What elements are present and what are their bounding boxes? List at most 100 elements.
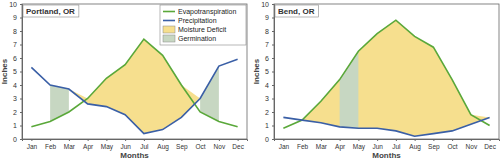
x-tick-label: Apr (335, 143, 346, 151)
x-tick-label: Jul (140, 143, 149, 150)
x-tick-mark (88, 139, 89, 141)
y-tick-mark (272, 4, 274, 5)
y-tick-mark (272, 18, 274, 19)
legend-label: Germination (178, 35, 216, 42)
x-tick-label: Jul (392, 143, 401, 150)
x-axis-line (23, 140, 248, 142)
x-tick-label: Jun (372, 143, 383, 150)
y-tick-label: 1 (265, 122, 269, 129)
x-tick-mark (321, 139, 322, 141)
y-tick-mark (20, 4, 22, 5)
y-tick: 8 (265, 28, 274, 35)
x-axis: JanFebMarAprMayJunJulAugSepOctNovDec (23, 139, 248, 151)
y-tick-mark (20, 72, 22, 73)
y-tick-mark (272, 31, 274, 32)
y-tick-label: 5 (265, 68, 269, 75)
x-tick-label: May (353, 143, 366, 151)
series-line (31, 59, 237, 133)
y-axis: 012345678910 (9, 1, 22, 143)
x-tick: Aug (157, 139, 169, 151)
marks (283, 20, 489, 136)
x-tick: Feb (45, 139, 57, 150)
legend-symbol (163, 35, 175, 42)
y-tick-label: 8 (13, 28, 17, 35)
y-tick-label: 7 (13, 41, 17, 48)
x-tick-label: Mar (316, 143, 328, 150)
x-tick: Nov (466, 139, 478, 150)
x-tick-label: Jun (120, 143, 131, 150)
y-tick-mark (20, 126, 22, 127)
y-tick-label: 2 (265, 109, 269, 116)
x-tick: Jul (392, 139, 401, 150)
x-tick-label: May (101, 143, 114, 151)
x-tick: Oct (196, 139, 206, 150)
title: Bend, OR (278, 7, 315, 16)
x-tick: Aug (409, 139, 421, 151)
chart: 012345678910JanFebMarAprMayJunJulAugSepO… (252, 1, 500, 160)
title-box: Portland, OR (23, 5, 79, 17)
y-tick-mark (272, 58, 274, 59)
y-tick-label: 5 (13, 68, 17, 75)
x-tick-label: Sep (428, 143, 440, 151)
y-tick-label: 9 (265, 14, 269, 21)
x-tick-mark (238, 139, 239, 141)
y-tick-mark (20, 139, 22, 140)
x-tick-mark (219, 139, 220, 141)
y-tick: 7 (265, 41, 274, 48)
chart: 012345678910JanFebMarAprMayJunJulAugSepO… (0, 1, 248, 160)
y-tick-mark (20, 85, 22, 86)
y-axis-line (20, 5, 23, 140)
x-tick-mark (415, 139, 416, 141)
y-tick: 4 (13, 82, 22, 89)
x-tick-label: Nov (214, 143, 226, 150)
x-tick-mark (106, 139, 107, 141)
y-tick-label: 7 (265, 41, 269, 48)
y-tick: 3 (265, 95, 274, 102)
y-tick: 5 (265, 68, 274, 75)
y-tick: 10 (261, 1, 274, 8)
legend-label: Moisture Deficit (178, 26, 226, 33)
x-tick-mark (452, 139, 453, 141)
x-tick-label: Oct (448, 143, 458, 150)
y-tick-label: 4 (265, 82, 269, 89)
x-tick-label: Oct (196, 143, 206, 150)
y-axis-title: Inches (0, 58, 9, 84)
legend-label: Evapotranspiration (178, 8, 236, 16)
x-tick-mark (163, 139, 164, 141)
x-tick: May (353, 139, 366, 151)
x-tick-mark (433, 139, 434, 141)
title-box-frame (23, 5, 79, 17)
y-tick-label: 6 (13, 55, 17, 62)
x-tick-mark (340, 139, 341, 141)
y-tick-mark (20, 58, 22, 59)
x-tick: Jun (372, 139, 383, 150)
x-tick: Mar (64, 139, 76, 150)
y-tick-mark (20, 45, 22, 46)
x-tick: Dec (484, 139, 496, 150)
y-tick-label: 6 (265, 55, 269, 62)
x-tick-mark (125, 139, 126, 141)
x-tick-mark (358, 139, 359, 141)
x-tick-label: Feb (297, 143, 309, 150)
x-tick-mark (31, 139, 32, 141)
y-tick: 9 (265, 14, 274, 21)
x-tick-mark (144, 139, 145, 141)
y-tick-mark (272, 72, 274, 73)
deficit-area (31, 39, 237, 134)
x-tick-mark (396, 139, 397, 141)
y-tick-mark (272, 126, 274, 127)
y-tick: 2 (13, 109, 22, 116)
x-tick-label: Dec (232, 143, 244, 150)
y-tick: 4 (265, 82, 274, 89)
y-tick: 7 (13, 41, 22, 48)
y-tick: 1 (265, 122, 274, 129)
x-tick: Oct (448, 139, 458, 150)
x-tick: May (101, 139, 114, 151)
y-tick-mark (20, 31, 22, 32)
y-tick-mark (20, 18, 22, 19)
x-tick-label: Jan (279, 143, 290, 150)
x-tick-mark (283, 139, 284, 141)
y-tick-label: 8 (265, 28, 269, 35)
y-tick: 2 (265, 109, 274, 116)
y-tick: 6 (265, 55, 274, 62)
